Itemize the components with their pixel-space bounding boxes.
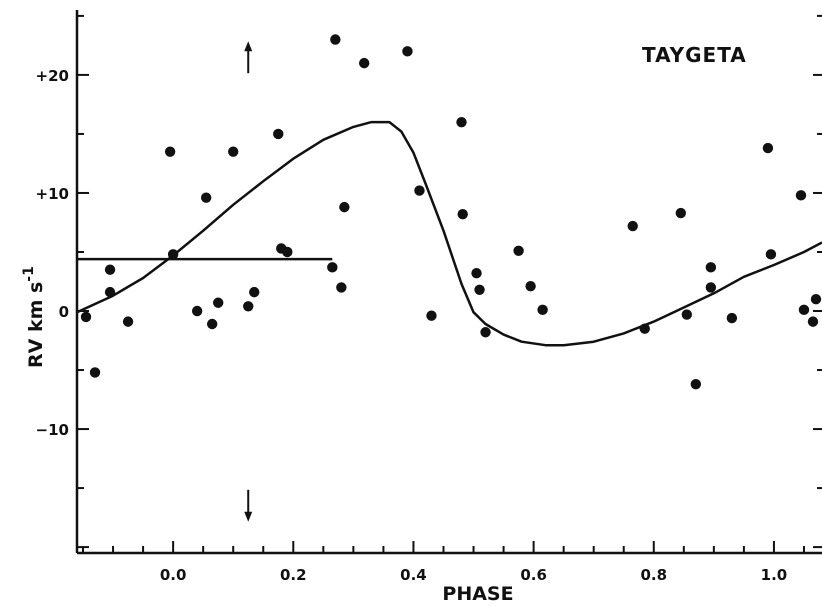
- annotation-arrows: [244, 41, 253, 522]
- data-point: [191, 305, 203, 317]
- data-point: [243, 301, 254, 312]
- data-point: [675, 207, 687, 219]
- data-point: [104, 264, 116, 275]
- data-point: [639, 323, 650, 334]
- y-axis-title-exponent: -1: [21, 266, 37, 282]
- data-point: [200, 192, 212, 203]
- plot-axes: [75, 10, 822, 555]
- data-point: [89, 367, 101, 378]
- data-point: [402, 46, 413, 57]
- x-tick-label: 0.4: [400, 566, 427, 584]
- data-point: [456, 116, 467, 128]
- x-tick-label: 1.0: [761, 566, 788, 584]
- data-point: [795, 190, 807, 201]
- data-point: [762, 142, 774, 154]
- axis-ticks: 0.0 0.2 0.4 0.6 0.8 1.0 +20 +10 0 −10: [36, 14, 822, 584]
- data-point: [627, 220, 638, 232]
- data-point: [282, 246, 293, 258]
- data-point: [358, 57, 370, 69]
- data-point: [80, 311, 92, 323]
- data-point: [537, 304, 548, 316]
- orbit-fit-curve: [76, 120, 822, 347]
- data-point: [480, 327, 491, 338]
- data-point: [681, 309, 693, 320]
- data-point: [336, 282, 347, 293]
- x-tick-label: 0.2: [280, 566, 307, 584]
- data-point: [471, 268, 482, 279]
- x-axis-title: PHASE: [442, 583, 513, 605]
- data-point: [122, 316, 134, 327]
- data-point: [164, 146, 176, 157]
- data-point: [798, 304, 810, 316]
- data-point: [327, 262, 338, 273]
- data-point: [249, 286, 260, 298]
- data-point: [726, 312, 738, 324]
- x-tick-label: 0.0: [160, 566, 187, 584]
- x-tick-label: 0.8: [640, 566, 667, 584]
- data-point: [167, 249, 179, 260]
- y-axis-title-main: RV km s: [25, 282, 47, 368]
- x-tick-label: 0.6: [520, 566, 547, 584]
- data-point: [426, 310, 437, 321]
- data-point: [765, 249, 777, 260]
- y-axis-title: RV km s-1: [21, 266, 47, 368]
- arrow-down-icon: [244, 489, 253, 522]
- data-point: [273, 128, 284, 140]
- data-point: [212, 297, 224, 308]
- data-point: [457, 209, 468, 220]
- data-point: [414, 185, 425, 196]
- data-point: [330, 34, 341, 45]
- y-tick-label: 0: [59, 303, 69, 321]
- data-point: [690, 378, 702, 390]
- data-point: [206, 318, 218, 330]
- data-point: [339, 201, 350, 213]
- data-point: [525, 281, 536, 292]
- data-point: [228, 146, 239, 157]
- y-tick-label: −10: [36, 421, 69, 439]
- axis-labels: TAYGETA PHASE RV km s-1: [21, 43, 747, 605]
- y-tick-label: +20: [36, 67, 69, 85]
- data-point: [513, 245, 524, 257]
- data-point: [474, 284, 485, 295]
- data-points: [80, 34, 822, 390]
- data-point: [705, 262, 717, 273]
- chart-title: TAYGETA: [642, 43, 747, 67]
- y-tick-label: +10: [36, 185, 69, 203]
- data-point: [705, 282, 717, 293]
- arrow-up-icon: [244, 41, 253, 74]
- data-point: [104, 286, 116, 298]
- data-point: [810, 294, 822, 305]
- series-lines: [76, 120, 822, 347]
- data-point: [807, 316, 819, 327]
